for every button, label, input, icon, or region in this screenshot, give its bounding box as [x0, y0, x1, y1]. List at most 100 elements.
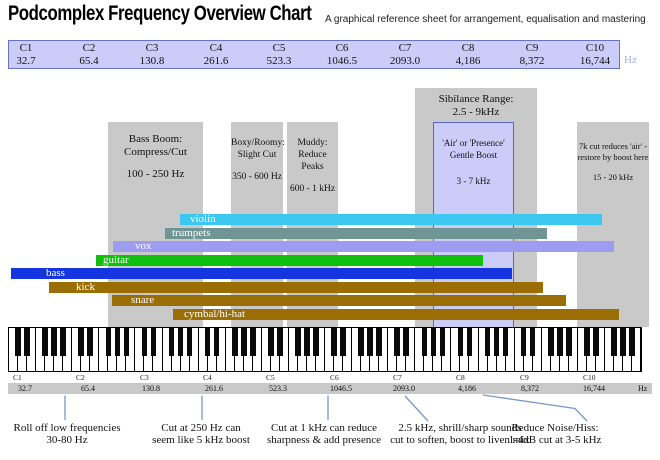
strip-frequency: 1046.5	[330, 383, 352, 393]
black-key	[502, 328, 509, 356]
annotation-text: Reduce Noise/Hiss:	[511, 422, 599, 434]
range-bar-vox: vox	[113, 241, 614, 252]
white-key	[568, 328, 578, 371]
black-key	[403, 328, 410, 356]
zone-text: Compress/Cut	[124, 146, 187, 158]
zone-range: 350 - 600 Hz	[232, 172, 282, 182]
black-key	[240, 328, 247, 356]
octave-frequency: 523.3	[266, 54, 292, 67]
white-key	[27, 328, 37, 371]
black-key	[268, 328, 274, 356]
white-key	[632, 328, 642, 371]
white-key	[63, 328, 73, 371]
black-key	[295, 328, 301, 356]
black-key	[611, 328, 617, 356]
annotation-text: Cut at 250 Hz can	[161, 422, 241, 434]
keyboard-octave-label: C9	[520, 372, 529, 382]
keyboard-octave-label: C1	[13, 372, 22, 382]
keyboard-octave-label: C6	[330, 372, 339, 382]
keyboard-octave-label: C10	[583, 372, 596, 382]
white-key	[469, 328, 479, 371]
black-key	[331, 328, 337, 356]
frequency-strip	[8, 383, 652, 394]
black-key	[78, 328, 85, 356]
annotation-cut-250hz: Cut at 250 Hz can seem like 5 kHz boost	[111, 422, 291, 446]
black-key	[204, 328, 211, 356]
range-bar-guitar: guitar	[96, 254, 483, 266]
octave-frequency: 8,372	[519, 54, 545, 67]
keyboard-octave-label: C7	[393, 372, 402, 382]
octave-frequency-table: C1 32.7 C2 65.4 C3 130.8 C4 261.6 C5 523.3 C6…	[8, 40, 620, 69]
black-key	[421, 328, 428, 356]
octave-label: C9	[525, 42, 539, 54]
zone-text: Gentle Boost	[449, 150, 498, 160]
zone-range: 15 - 20 kHz	[592, 172, 634, 182]
black-key	[42, 328, 48, 356]
octave-frequency: 32.7	[16, 54, 36, 67]
strip-frequency: 261.6	[205, 383, 223, 393]
keyboard-octave	[451, 328, 515, 371]
bar-label: kick	[76, 280, 95, 293]
black-key	[15, 328, 21, 356]
black-key	[340, 328, 346, 356]
octave-frequency: 65.4	[79, 54, 99, 67]
octave-cell: C3 130.8	[122, 42, 182, 67]
bar-label: vox	[135, 240, 152, 252]
octave-cell: C8 4,186	[438, 42, 498, 67]
octave-label: C8	[461, 42, 475, 54]
white-key	[126, 328, 136, 371]
piano-keyboard	[8, 327, 642, 372]
black-key	[358, 328, 364, 356]
keyboard-octave	[261, 328, 326, 371]
annotation-text: 1-4dB cut at 3-5 kHz	[508, 433, 602, 446]
keyboard-octave	[388, 328, 452, 371]
zone-text: restore by boost here	[577, 152, 649, 162]
black-key	[304, 328, 310, 356]
white-key	[216, 328, 226, 371]
black-key	[249, 328, 256, 356]
black-key	[457, 328, 464, 356]
white-key	[316, 328, 326, 371]
black-key	[466, 328, 473, 356]
octave-frequency: 130.8	[139, 54, 165, 67]
zone-text: Muddy:	[297, 138, 328, 148]
zone-text: Sibilance Range:	[438, 93, 514, 105]
black-key	[493, 328, 500, 356]
octave-label: C2	[82, 42, 96, 54]
black-key	[565, 328, 572, 356]
keyboard-octave-label: C2	[76, 372, 85, 382]
keyboard-octave	[72, 328, 136, 371]
black-key	[231, 328, 238, 356]
octave-frequency: 2093.0	[389, 54, 421, 67]
black-key	[376, 328, 382, 356]
octave-cell: C7 2093.0	[375, 42, 435, 67]
black-key	[547, 328, 554, 356]
strip-frequency: 16,744	[583, 383, 605, 393]
range-bar-violin: violin	[180, 214, 602, 225]
white-key	[343, 328, 353, 371]
white-key	[279, 328, 289, 371]
leader-line	[404, 395, 429, 422]
annotation-2-5-khz: 2.5 kHz, shrill/sharp sounds cut to soft…	[360, 422, 560, 446]
black-key	[114, 328, 121, 356]
black-key	[51, 328, 57, 356]
hz-unit-bottom: Hz	[638, 383, 648, 393]
octave-frequency: 261.6	[203, 54, 229, 67]
annotation-text: Roll off low frequencies	[13, 422, 121, 434]
annotation-cut-1khz: Cut at 1 kHz can reduce sharpness & add …	[234, 422, 414, 446]
black-key	[313, 328, 319, 356]
octave-label: C5	[272, 42, 286, 54]
black-key	[87, 328, 94, 356]
octave-label: C4	[209, 42, 223, 54]
strip-frequency: 4,186	[458, 383, 476, 393]
black-key	[593, 328, 599, 356]
black-key	[213, 328, 220, 356]
black-key	[177, 328, 184, 356]
black-key	[394, 328, 401, 356]
annotation-text: seem like 5 kHz boost	[152, 433, 250, 446]
octave-cell: C2 65.4	[59, 42, 119, 67]
annotation-text: sharpness & add presence	[267, 433, 381, 446]
zone-text: Boxy/Roomy:	[231, 138, 285, 148]
page-title: Podcomplex Frequency Overview Chart	[8, 2, 312, 25]
black-key	[168, 328, 175, 356]
